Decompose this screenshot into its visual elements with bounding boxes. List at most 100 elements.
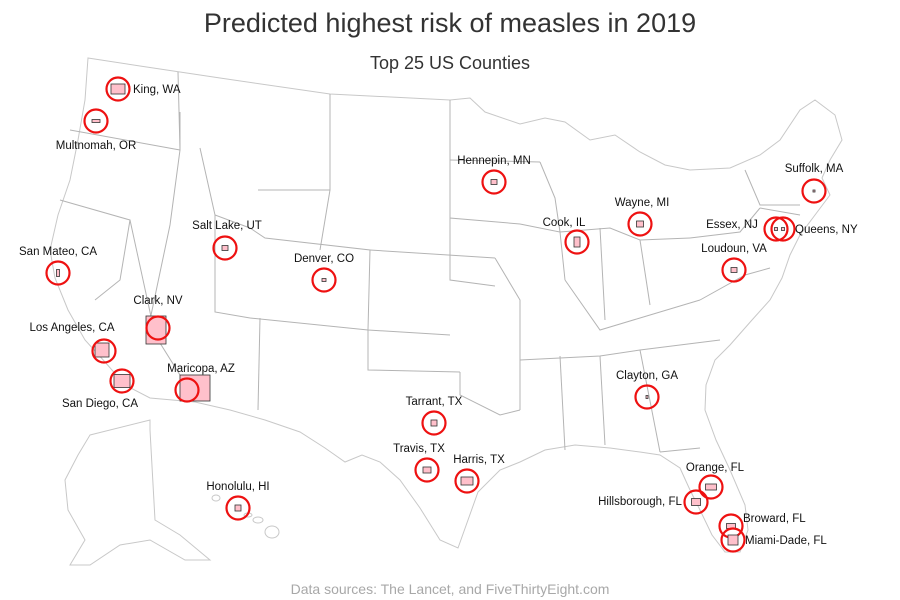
county-marker-hennepin-mn: Hennepin, MN	[457, 155, 531, 195]
county-shape	[56, 269, 60, 277]
county-label: King, WA	[133, 84, 181, 96]
risk-circle	[721, 257, 747, 283]
risk-circle	[627, 211, 653, 237]
county-shape	[422, 466, 432, 474]
risk-circle	[174, 377, 200, 403]
county-label: Salt Lake, UT	[192, 220, 262, 232]
county-marker-clark-nv: Clark, NV	[133, 295, 183, 345]
county-label: Loudoun, VA	[701, 243, 767, 255]
risk-circle	[454, 468, 480, 494]
county-label: Wayne, MI	[615, 197, 670, 209]
county-shape	[573, 236, 581, 248]
risk-circle	[481, 169, 507, 195]
risk-circle	[225, 495, 251, 521]
county-label: Honolulu, HI	[206, 481, 269, 493]
county-shape	[91, 119, 101, 123]
risk-circle	[801, 178, 827, 204]
county-shape	[94, 342, 110, 358]
county-shape	[636, 220, 644, 228]
county-marker-essex-nj: Essex, NJ	[706, 216, 789, 242]
county-label: Multnomah, OR	[56, 140, 137, 152]
risk-circle	[105, 76, 131, 102]
risk-circle	[414, 457, 440, 483]
county-marker-los-angeles-ca: Los Angeles, CA	[29, 322, 117, 364]
county-label: Suffolk, MA	[785, 163, 844, 175]
risk-circle	[698, 474, 724, 500]
risk-circle	[212, 235, 238, 261]
risk-circle	[45, 260, 71, 286]
county-marker-orange-fl: Orange, FL	[686, 462, 745, 500]
county-marker-salt-lake-ut: Salt Lake, UT	[192, 220, 262, 261]
alaska-outline	[64, 419, 212, 566]
county-label: Clayton, GA	[616, 370, 678, 382]
county-marker-hillsborough-fl: Hillsborough, FL	[598, 489, 709, 515]
map-title: Predicted highest risk of measles in 201…	[203, 8, 697, 38]
map-subtitle: Top 25 US Counties	[369, 53, 531, 73]
county-label: Clark, NV	[133, 295, 183, 307]
county-label: Travis, TX	[393, 443, 445, 455]
data-sources-footer: Data sources: The Lancet, and FiveThirty…	[290, 581, 610, 597]
risk-circle	[421, 410, 447, 436]
county-label: Broward, FL	[743, 513, 806, 525]
risk-circle	[145, 315, 171, 341]
county-marker-clayton-ga: Clayton, GA	[616, 370, 678, 410]
county-shape	[774, 227, 778, 231]
county-label: San Mateo, CA	[19, 246, 97, 258]
county-label: Los Angeles, CA	[29, 322, 114, 334]
hawaii-islands	[211, 494, 280, 539]
county-shape	[113, 374, 131, 388]
county-marker-miami-dade-fl: Miami-Dade, FL	[720, 527, 827, 553]
county-shape	[705, 483, 717, 491]
county-marker-suffolk-ma: Suffolk, MA	[785, 163, 844, 204]
county-shape	[812, 189, 816, 193]
county-label: Tarrant, TX	[406, 396, 463, 408]
county-shape	[645, 395, 649, 399]
risk-circle	[634, 384, 660, 410]
county-label: Hillsborough, FL	[598, 496, 682, 508]
county-label: Hennepin, MN	[457, 155, 531, 167]
county-shape	[430, 419, 438, 427]
county-marker-queens-ny: Queens, NY	[770, 216, 858, 242]
state-boundaries	[59, 71, 801, 453]
county-label: Harris, TX	[453, 454, 505, 466]
risk-circle	[91, 338, 117, 364]
county-label: Queens, NY	[795, 224, 858, 236]
county-marker-king-wa: King, WA	[105, 76, 181, 102]
county-markers: King, WA Multnomah, OR San Mateo, CA Los An…	[19, 76, 858, 553]
county-shape	[321, 278, 327, 282]
county-marker-denver-co: Denver, CO	[294, 253, 354, 293]
county-label: Maricopa, AZ	[167, 363, 235, 375]
county-marker-san-diego-ca: San Diego, CA	[62, 368, 138, 410]
county-label: Miami-Dade, FL	[745, 535, 827, 547]
county-label: Orange, FL	[686, 462, 745, 474]
county-marker-san-mateo-ca: San Mateo, CA	[19, 246, 97, 286]
county-marker-honolulu-hi: Honolulu, HI	[206, 481, 270, 521]
risk-circle	[770, 216, 796, 242]
county-shape	[730, 267, 738, 273]
risk-circle	[109, 368, 135, 394]
county-shape	[460, 476, 474, 486]
county-marker-harris-tx: Harris, TX	[453, 454, 505, 494]
county-label: Essex, NJ	[706, 219, 758, 231]
county-marker-maricopa-az: Maricopa, AZ	[167, 363, 235, 403]
risk-circle	[83, 108, 109, 134]
county-shape	[110, 83, 126, 95]
county-shape	[691, 498, 701, 506]
county-marker-tarrant-tx: Tarrant, TX	[406, 396, 463, 436]
county-label: Denver, CO	[294, 253, 354, 265]
county-marker-loudoun-va: Loudoun, VA	[701, 243, 767, 283]
risk-circle	[720, 527, 746, 553]
county-label: Cook, IL	[543, 217, 586, 229]
county-marker-travis-tx: Travis, TX	[393, 443, 445, 483]
county-shape	[234, 504, 242, 512]
county-shape	[727, 534, 739, 546]
risk-circle	[564, 229, 590, 255]
county-shape	[781, 227, 785, 231]
county-shape	[221, 245, 229, 251]
county-marker-multnomah-or: Multnomah, OR	[56, 108, 137, 152]
risk-circle	[683, 489, 709, 515]
risk-circle	[311, 267, 337, 293]
county-label: San Diego, CA	[62, 398, 138, 410]
risk-circle	[763, 216, 789, 242]
